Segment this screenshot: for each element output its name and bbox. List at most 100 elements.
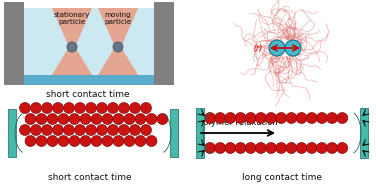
Circle shape bbox=[20, 102, 30, 114]
Circle shape bbox=[225, 112, 236, 123]
Circle shape bbox=[276, 112, 287, 123]
Circle shape bbox=[135, 136, 146, 146]
Circle shape bbox=[74, 125, 85, 136]
Circle shape bbox=[141, 102, 152, 114]
Circle shape bbox=[225, 143, 236, 153]
Circle shape bbox=[235, 112, 246, 123]
Circle shape bbox=[146, 136, 157, 146]
Circle shape bbox=[47, 114, 58, 125]
Circle shape bbox=[47, 136, 58, 146]
Circle shape bbox=[80, 136, 91, 146]
Circle shape bbox=[286, 143, 297, 153]
Circle shape bbox=[157, 114, 168, 125]
Bar bbox=[170, 109, 178, 157]
Circle shape bbox=[118, 125, 129, 136]
Text: long contact time: long contact time bbox=[242, 173, 322, 182]
Circle shape bbox=[69, 136, 80, 146]
Text: short contact time: short contact time bbox=[46, 90, 130, 99]
Circle shape bbox=[129, 125, 141, 136]
Circle shape bbox=[276, 143, 287, 153]
Circle shape bbox=[286, 112, 297, 123]
Circle shape bbox=[108, 102, 118, 114]
Circle shape bbox=[30, 125, 41, 136]
Circle shape bbox=[113, 136, 124, 146]
Circle shape bbox=[135, 114, 146, 125]
Circle shape bbox=[36, 114, 47, 125]
Polygon shape bbox=[52, 47, 92, 75]
Circle shape bbox=[327, 143, 338, 153]
Circle shape bbox=[245, 143, 256, 153]
Circle shape bbox=[296, 143, 307, 153]
Text: (r): (r) bbox=[254, 44, 263, 53]
Circle shape bbox=[58, 136, 69, 146]
Bar bbox=[22, 8, 167, 80]
Circle shape bbox=[118, 102, 129, 114]
Circle shape bbox=[317, 143, 327, 153]
Circle shape bbox=[25, 136, 36, 146]
Circle shape bbox=[129, 102, 141, 114]
Text: short contact time: short contact time bbox=[48, 173, 132, 182]
Circle shape bbox=[215, 143, 226, 153]
Circle shape bbox=[306, 143, 317, 153]
Circle shape bbox=[36, 136, 47, 146]
Circle shape bbox=[205, 143, 215, 153]
Circle shape bbox=[97, 125, 108, 136]
Circle shape bbox=[141, 125, 152, 136]
Circle shape bbox=[108, 125, 118, 136]
Circle shape bbox=[146, 114, 157, 125]
Circle shape bbox=[265, 143, 277, 153]
Circle shape bbox=[91, 114, 102, 125]
Circle shape bbox=[113, 42, 123, 52]
Circle shape bbox=[64, 125, 74, 136]
Circle shape bbox=[337, 143, 348, 153]
Circle shape bbox=[85, 125, 97, 136]
Circle shape bbox=[102, 136, 113, 146]
Polygon shape bbox=[98, 47, 138, 75]
Circle shape bbox=[285, 40, 301, 56]
Circle shape bbox=[64, 102, 74, 114]
Circle shape bbox=[41, 102, 53, 114]
Bar bbox=[154, 2, 174, 85]
Circle shape bbox=[30, 102, 41, 114]
Circle shape bbox=[269, 40, 285, 56]
Text: stationary
particle: stationary particle bbox=[54, 12, 90, 25]
Polygon shape bbox=[98, 8, 138, 47]
Circle shape bbox=[255, 143, 266, 153]
Circle shape bbox=[124, 114, 135, 125]
Circle shape bbox=[296, 112, 307, 123]
Circle shape bbox=[53, 102, 64, 114]
Circle shape bbox=[215, 112, 226, 123]
Circle shape bbox=[53, 125, 64, 136]
Circle shape bbox=[317, 112, 327, 123]
Circle shape bbox=[124, 136, 135, 146]
Polygon shape bbox=[52, 8, 92, 47]
Circle shape bbox=[265, 112, 277, 123]
Circle shape bbox=[85, 102, 97, 114]
Circle shape bbox=[20, 125, 30, 136]
Circle shape bbox=[205, 112, 215, 123]
Circle shape bbox=[25, 114, 36, 125]
Bar bbox=[22, 75, 167, 85]
Circle shape bbox=[255, 112, 266, 123]
Circle shape bbox=[97, 102, 108, 114]
Circle shape bbox=[327, 112, 338, 123]
Circle shape bbox=[306, 112, 317, 123]
Circle shape bbox=[80, 114, 91, 125]
Circle shape bbox=[74, 102, 85, 114]
Circle shape bbox=[41, 125, 53, 136]
Circle shape bbox=[91, 136, 102, 146]
Circle shape bbox=[58, 114, 69, 125]
Circle shape bbox=[113, 114, 124, 125]
Bar bbox=[196, 108, 204, 158]
Circle shape bbox=[245, 112, 256, 123]
Bar bbox=[360, 108, 368, 158]
Circle shape bbox=[69, 114, 80, 125]
Circle shape bbox=[337, 112, 348, 123]
Circle shape bbox=[102, 114, 113, 125]
Text: moving
particle: moving particle bbox=[104, 12, 132, 25]
Circle shape bbox=[235, 143, 246, 153]
Bar bbox=[8, 109, 16, 157]
Circle shape bbox=[67, 42, 77, 52]
Bar bbox=[4, 2, 24, 85]
Text: polymer relaxation: polymer relaxation bbox=[198, 118, 278, 127]
